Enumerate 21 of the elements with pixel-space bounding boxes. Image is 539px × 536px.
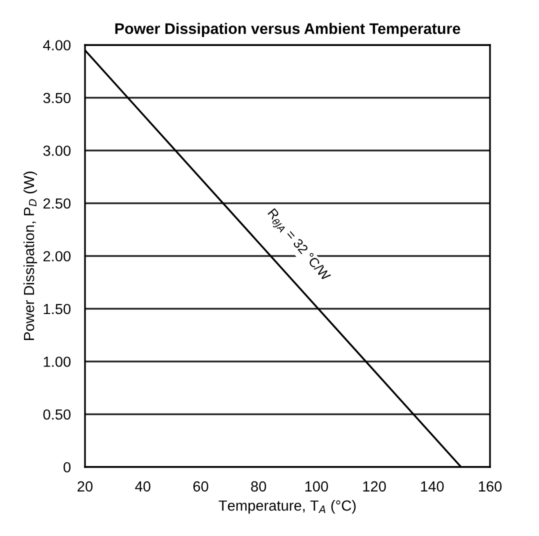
x-tick-label: 40 — [135, 481, 150, 492]
y-tick-label: 3.50 — [43, 92, 71, 104]
y-tick-label: 1.50 — [44, 304, 71, 314]
x-tick-label: 20 — [78, 481, 93, 492]
y-axis-title: Power Dissipation, P$_{D}$ (W) — [23, 172, 38, 340]
y-tick-label: 2.50 — [43, 198, 71, 209]
chart-title: Power Dissipation versus Ambient Temperature — [115, 22, 460, 38]
annotation: R$_{θJA}$ = 32 °C/W — [264, 208, 332, 284]
y-tick-label: 4.00 — [43, 40, 71, 50]
y-tick-label: 2.00 — [43, 251, 71, 262]
x-tick-label: 80 — [251, 481, 266, 492]
x-tick-label: 160 — [478, 481, 502, 492]
x-tick-label: 100 — [305, 481, 328, 492]
y-tick-label: 3.00 — [43, 146, 71, 156]
y-tick-label: 0 — [64, 462, 71, 472]
x-tick-label: 140 — [421, 481, 444, 492]
x-axis-title: Temperature, T$_{A}$ (°C) — [218, 500, 356, 514]
y-tick-label: 0.50 — [43, 409, 71, 420]
x-tick-label: 120 — [363, 481, 386, 492]
x-tick-label: 60 — [193, 481, 208, 492]
y-tick-label: 1.00 — [44, 356, 71, 367]
